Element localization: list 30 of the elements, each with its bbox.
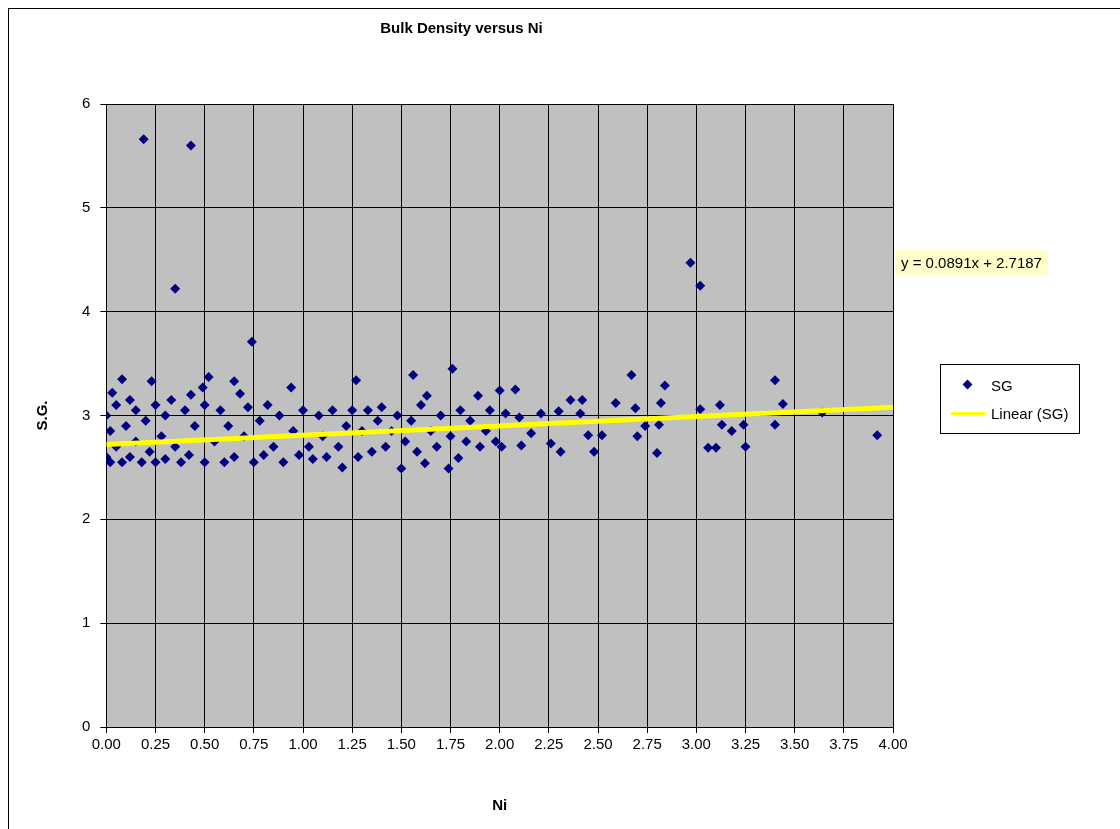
x-tick-label: 4.00 — [878, 735, 908, 753]
x-tick-label: 2.75 — [632, 735, 662, 753]
chart-title: Bulk Density versus Ni — [380, 19, 543, 37]
x-tick-label: 2.00 — [485, 735, 515, 753]
x-tick-label: 1.00 — [288, 735, 318, 753]
x-tick-label: 0.50 — [190, 735, 220, 753]
legend-label: SG — [991, 376, 1013, 394]
x-tick-label: 2.50 — [583, 735, 613, 753]
legend-label: Linear (SG) — [991, 404, 1069, 422]
y-tick-label: 0 — [82, 717, 91, 735]
x-tick-label: 0.00 — [91, 735, 121, 753]
y-tick-label: 6 — [82, 94, 91, 112]
x-tick-label: 1.25 — [337, 735, 367, 753]
x-tick-label: 3.50 — [780, 735, 810, 753]
x-tick-label: 3.75 — [829, 735, 859, 753]
x-tick-label: 1.50 — [386, 735, 416, 753]
y-tick-label: 5 — [82, 197, 91, 215]
x-tick-label: 3.00 — [681, 735, 711, 753]
y-tick-label: 4 — [82, 301, 91, 319]
x-axis-title: Ni — [492, 796, 508, 814]
x-tick-label: 3.25 — [730, 735, 761, 753]
x-tick-label: 0.25 — [140, 735, 171, 753]
text: y = 0.0891x + 2.7187 — [901, 254, 1042, 271]
y-tick-label: 2 — [82, 509, 91, 527]
y-tick-label: 3 — [82, 405, 91, 423]
x-tick-label: 2.25 — [534, 735, 564, 753]
y-axis-title: S.G. — [33, 400, 51, 431]
y-tick-label: 1 — [82, 613, 91, 631]
x-tick-label: 1.75 — [435, 735, 466, 753]
x-tick-label: 0.75 — [239, 735, 269, 753]
